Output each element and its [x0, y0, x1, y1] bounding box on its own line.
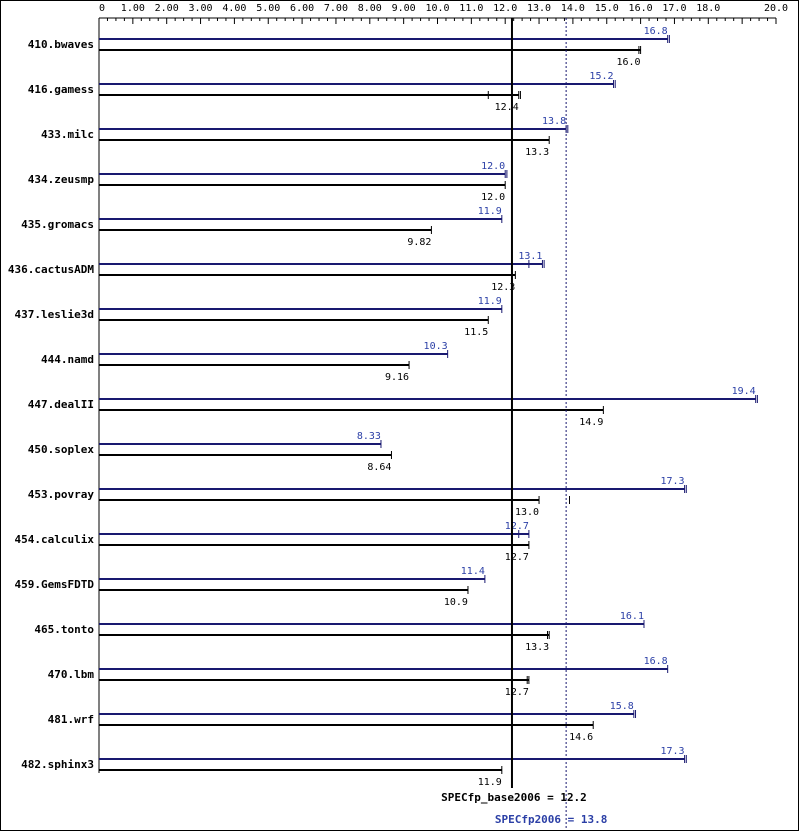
- base-value-label: 11.9: [478, 777, 502, 788]
- peak-value-label: 11.9: [478, 206, 502, 217]
- x-tick-label: 12.0: [493, 3, 517, 14]
- base-value-label: 12.4: [495, 102, 519, 113]
- peak-value-label: 11.9: [478, 296, 502, 307]
- peak-value-label: 15.2: [589, 71, 613, 82]
- peak-value-label: 15.8: [610, 701, 634, 712]
- peak-value-label: 16.8: [644, 26, 668, 37]
- x-tick-label: 8.00: [358, 3, 382, 14]
- x-tick-label: 1.00: [121, 3, 145, 14]
- peak-value-label: 8.33: [357, 431, 381, 442]
- x-tick-label: 3.00: [189, 3, 213, 14]
- benchmark-label: 433.milc: [41, 128, 94, 141]
- benchmark-label: 453.povray: [28, 488, 95, 501]
- base-reference-label: SPECfp_base2006 = 12.2: [441, 791, 587, 804]
- peak-value-label: 19.4: [732, 386, 756, 397]
- benchmark-label: 435.gromacs: [21, 218, 94, 231]
- x-tick-label: 15.0: [595, 3, 619, 14]
- benchmark-label: 410.bwaves: [28, 38, 94, 51]
- peak-value-label: 17.3: [661, 476, 685, 487]
- base-value-label: 8.64: [367, 462, 391, 473]
- benchmark-label: 482.sphinx3: [21, 758, 94, 771]
- base-value-label: 13.0: [515, 507, 539, 518]
- base-value-label: 9.16: [385, 372, 409, 383]
- benchmark-label: 465.tonto: [34, 623, 94, 636]
- peak-reference-label: SPECfp2006 = 13.8: [495, 813, 608, 826]
- x-tick-label: 17.0: [662, 3, 686, 14]
- x-tick-label: 18.0: [696, 3, 720, 14]
- x-tick-label: 5.00: [256, 3, 280, 14]
- benchmark-label: 436.cactusADM: [8, 263, 94, 276]
- peak-value-label: 17.3: [661, 746, 685, 757]
- benchmark-label: 481.wrf: [48, 713, 94, 726]
- base-value-label: 13.3: [525, 147, 549, 158]
- peak-value-label: 16.8: [644, 656, 668, 667]
- base-value-label: 12.3: [491, 282, 515, 293]
- base-value-label: 9.82: [407, 237, 431, 248]
- peak-value-label: 13.1: [518, 251, 542, 262]
- benchmark-label: 470.lbm: [48, 668, 95, 681]
- x-tick-label: 16.0: [629, 3, 653, 14]
- peak-value-label: 16.1: [620, 611, 644, 622]
- base-value-label: 12.7: [505, 552, 529, 563]
- base-value-label: 16.0: [617, 57, 641, 68]
- peak-value-label: 13.8: [542, 116, 566, 127]
- peak-value-label: 10.3: [424, 341, 448, 352]
- x-tick-label: 20.0: [764, 3, 788, 14]
- x-tick-label: 6.00: [290, 3, 314, 14]
- base-value-label: 14.9: [579, 417, 603, 428]
- x-tick-label: 11.0: [459, 3, 483, 14]
- x-tick-label: 10.0: [425, 3, 449, 14]
- x-tick-label: 2.00: [155, 3, 179, 14]
- base-value-label: 10.9: [444, 597, 468, 608]
- benchmark-label: 447.dealII: [28, 398, 94, 411]
- base-value-label: 13.3: [525, 642, 549, 653]
- benchmark-label: 434.zeusmp: [28, 173, 95, 186]
- x-tick-label: 7.00: [324, 3, 348, 14]
- base-value-label: 12.0: [481, 192, 505, 203]
- base-value-label: 12.7: [505, 687, 529, 698]
- base-value-label: 11.5: [464, 327, 488, 338]
- peak-value-label: 12.0: [481, 161, 505, 172]
- peak-value-label: 11.4: [461, 566, 485, 577]
- benchmark-label: 437.leslie3d: [15, 308, 94, 321]
- peak-value-label: 12.7: [505, 521, 529, 532]
- benchmark-label: 450.soplex: [28, 443, 95, 456]
- benchmark-label: 444.namd: [41, 353, 94, 366]
- base-value-label: 14.6: [569, 732, 593, 743]
- benchmark-label: 459.GemsFDTD: [15, 578, 95, 591]
- x-tick-label: 9.00: [392, 3, 416, 14]
- benchmark-label: 454.calculix: [15, 533, 95, 546]
- x-tick-label: 13.0: [527, 3, 551, 14]
- x-tick-label: 14.0: [561, 3, 585, 14]
- x-tick-label: 0: [99, 3, 105, 14]
- x-tick-label: 4.00: [222, 3, 246, 14]
- benchmark-label: 416.gamess: [28, 83, 94, 96]
